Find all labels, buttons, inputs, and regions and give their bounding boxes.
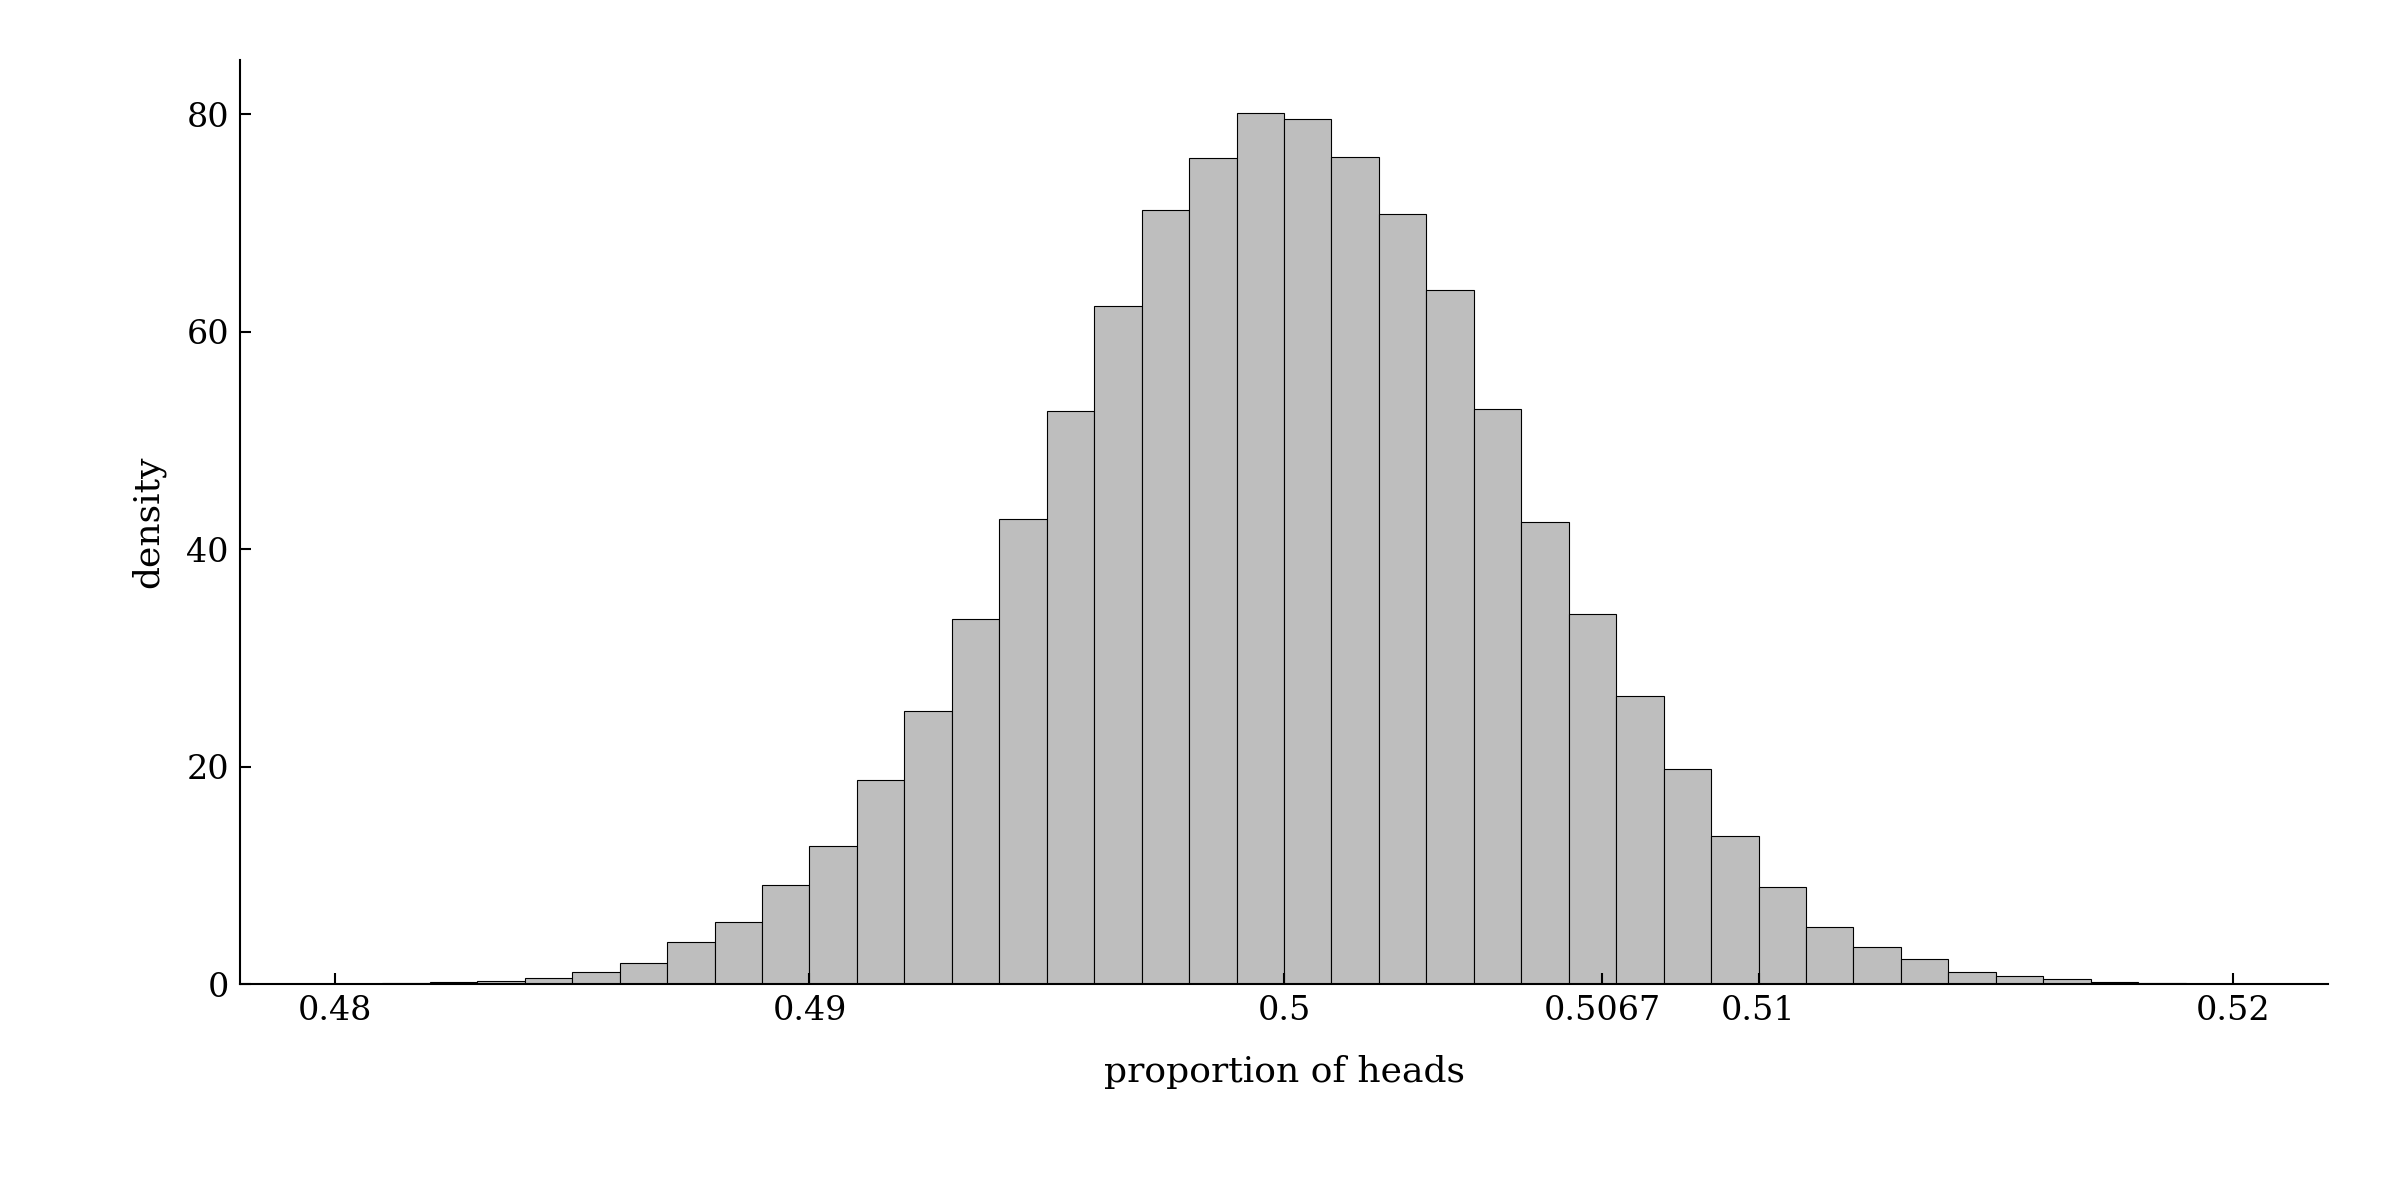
Y-axis label: density: density	[132, 456, 166, 588]
Bar	[1236, 113, 1284, 984]
Bar	[998, 520, 1046, 984]
Bar	[1711, 835, 1759, 984]
Bar	[1284, 120, 1332, 984]
Bar	[809, 846, 857, 984]
Bar	[763, 886, 809, 984]
Bar	[619, 962, 667, 984]
Bar	[1570, 614, 1615, 984]
Bar	[667, 942, 715, 984]
Bar	[1474, 409, 1522, 984]
Bar	[1759, 887, 1807, 984]
X-axis label: proportion of heads: proportion of heads	[1104, 1055, 1464, 1088]
Bar	[1663, 768, 1711, 984]
Bar	[1380, 215, 1426, 984]
Bar	[1332, 157, 1380, 984]
Bar	[2090, 982, 2138, 984]
Bar	[2042, 979, 2090, 984]
Bar	[478, 980, 526, 984]
Bar	[1949, 972, 1997, 984]
Bar	[1807, 928, 1853, 984]
Bar	[1901, 959, 1949, 984]
Bar	[1094, 306, 1142, 984]
Bar	[1997, 977, 2042, 984]
Bar	[1522, 522, 1570, 984]
Bar	[905, 710, 953, 984]
Bar	[1046, 412, 1094, 984]
Bar	[1426, 290, 1474, 984]
Bar	[1853, 948, 1901, 984]
Bar	[1188, 158, 1236, 984]
Bar	[857, 780, 905, 984]
Bar	[430, 982, 478, 984]
Bar	[1615, 696, 1663, 984]
Bar	[571, 972, 619, 984]
Bar	[953, 619, 998, 984]
Bar	[715, 922, 763, 984]
Bar	[1142, 210, 1188, 984]
Bar	[526, 978, 571, 984]
